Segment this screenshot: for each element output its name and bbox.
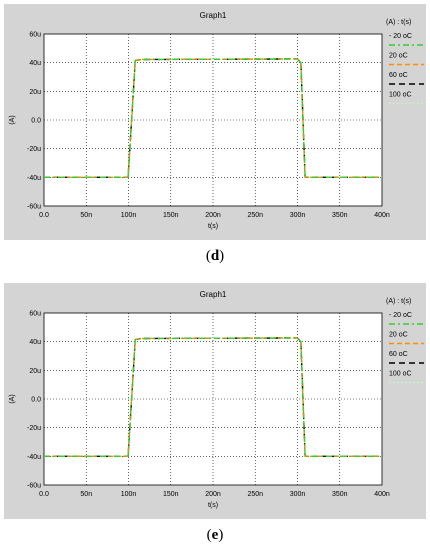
panel-caption-e: (e) — [0, 527, 430, 544]
caption-open-paren: ( — [205, 248, 211, 264]
series-line — [44, 58, 382, 179]
y-tick-label: -20u — [27, 425, 41, 432]
x-tick-label: 0.0 — [39, 212, 49, 219]
x-tick-label: 400n — [374, 491, 390, 498]
x-tick-label: 400n — [374, 212, 390, 219]
series-line — [44, 337, 382, 458]
chart-title: Graph1 — [200, 290, 227, 299]
graph-panel-e: Graph1 0.0 50n 100n 150n 200n 250n 300n 350n 400n… — [4, 283, 426, 519]
y-tick-label: -40u — [27, 175, 41, 182]
x-tick-label: 150n — [163, 212, 179, 219]
legend-entry-label: 20 oC — [389, 53, 408, 60]
y-tick-label: 40u — [29, 339, 41, 346]
y-tick-label: 0.0 — [31, 397, 41, 404]
series-layer — [44, 58, 382, 179]
legend-entry-label: 60 oC — [389, 351, 408, 358]
caption-close-paren: ) — [218, 527, 224, 543]
legend-entry-label: 60 oC — [389, 72, 408, 79]
x-tick-label: 200n — [205, 491, 221, 498]
y-tick-label: 60u — [29, 32, 41, 39]
x-tick-label: 0.0 — [39, 491, 49, 498]
y-tick-label: 60u — [29, 311, 41, 318]
x-tick-label: 350n — [332, 212, 348, 219]
x-tick-label: 50n — [80, 212, 92, 219]
x-tick-label: 250n — [247, 491, 263, 498]
y-tick-label: -40u — [27, 454, 41, 461]
caption-letter: d — [210, 248, 220, 264]
x-tick-label: 150n — [163, 491, 179, 498]
y-tick-label: 20u — [29, 89, 41, 96]
legend-entry-label: - 20 oC — [389, 312, 412, 319]
caption-close-paren: ) — [219, 248, 225, 264]
y-axis-label: (A) — [9, 115, 16, 124]
y-tick-label: -20u — [27, 146, 41, 153]
legend-entry-label: 20 oC — [389, 332, 408, 339]
legend-entry-label: 100 oC — [389, 371, 412, 378]
caption-letter: e — [211, 527, 219, 543]
x-tick-label: 100n — [121, 212, 137, 219]
chart-title: Graph1 — [200, 11, 227, 20]
legend-entry-label: - 20 oC — [389, 33, 412, 40]
x-axis-label: t(s) — [208, 223, 218, 230]
chart-svg: Graph1 0.0 50n 100n 150n 200n 250n 300n 350n 400n… — [4, 283, 426, 519]
x-tick-label: 200n — [205, 212, 221, 219]
legend-header: (A) : t(s) — [386, 19, 411, 26]
series-layer — [44, 337, 382, 458]
y-tick-label: 40u — [29, 60, 41, 67]
x-tick-label: 100n — [121, 491, 137, 498]
graph-panel-d: Graph1 0.0 50n 100n 150n 200n 250n 300n 350n 400n… — [4, 4, 426, 240]
y-tick-label: -60u — [27, 204, 41, 211]
x-tick-label: 250n — [247, 212, 263, 219]
chart-svg: Graph1 0.0 50n 100n 150n 200n 250n 300n 350n 400n… — [4, 4, 426, 240]
x-tick-label: 350n — [332, 491, 348, 498]
x-tick-label: 50n — [80, 491, 92, 498]
x-axis-label: t(s) — [208, 502, 218, 509]
y-tick-label: 20u — [29, 368, 41, 375]
panel-caption-d: (d) — [0, 248, 430, 265]
y-axis-label: (A) — [9, 394, 16, 403]
x-tick-label: 300n — [290, 491, 306, 498]
y-tick-label: -60u — [27, 483, 41, 490]
caption-open-paren: ( — [206, 527, 212, 543]
legend-entry-label: 100 oC — [389, 92, 412, 99]
legend-header: (A) : t(s) — [386, 298, 411, 305]
y-tick-label: 0.0 — [31, 118, 41, 125]
x-tick-label: 300n — [290, 212, 306, 219]
